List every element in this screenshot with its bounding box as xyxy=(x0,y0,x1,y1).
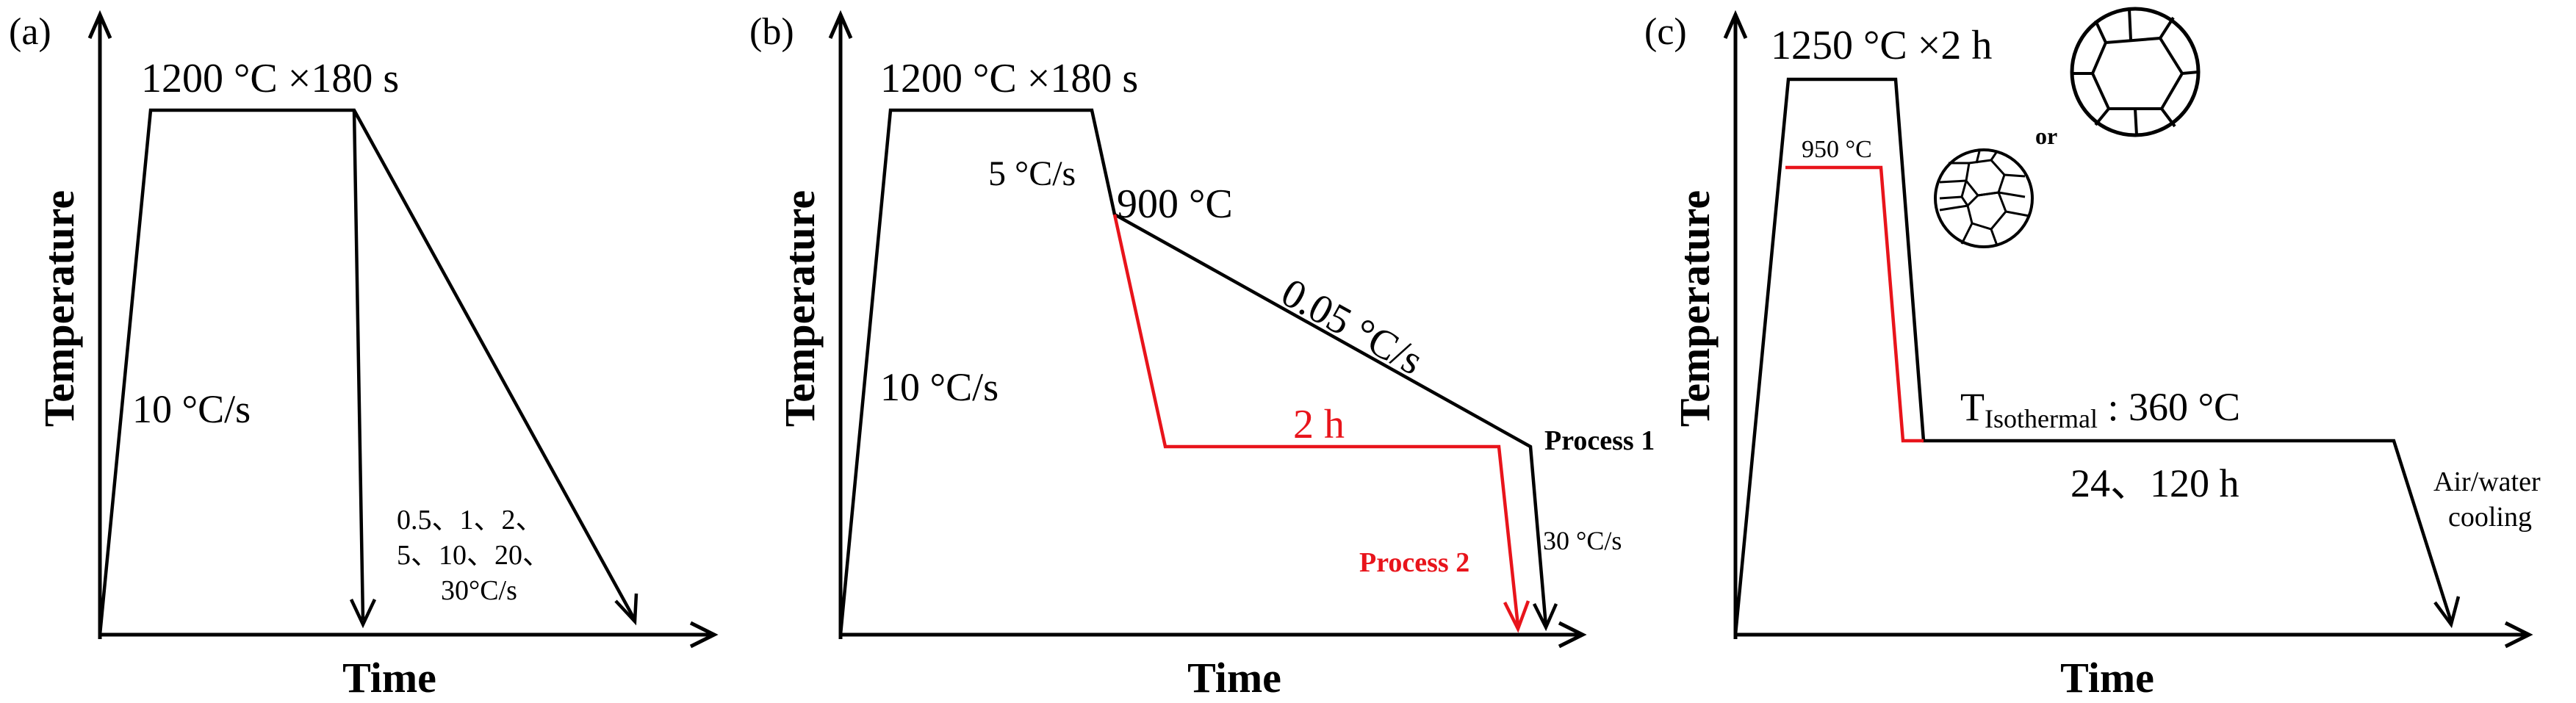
panel-b-process-1-profile xyxy=(838,108,1548,635)
panel-a-slow-cool-arrowhead xyxy=(614,593,638,626)
panel-c-isothermal-t: T xyxy=(1960,385,1985,429)
panel-c-isothermal-sub: Isothermal xyxy=(1985,404,2098,433)
panel-c-cooling-arrowhead xyxy=(2433,596,2461,629)
panel-b-slow-cool-rate: 0.05 °C/s xyxy=(1274,270,1431,384)
panel-b-hold-2h: 2 h xyxy=(1293,402,1345,447)
panel-c-axes xyxy=(1723,10,2533,649)
panel-b-process-2-label: Process 2 xyxy=(1359,547,1469,578)
panel-a-rates-line-2: 5、10、20、 xyxy=(397,540,550,571)
panel-c: (c) Temperature Time 1250 °C ×2 h 950 °C… xyxy=(1644,7,2541,702)
panel-b-label: (b) xyxy=(749,11,794,53)
panel-b-cool-rate: 5 °C/s xyxy=(988,154,1076,193)
panel-b-process-2-profile xyxy=(1112,214,1520,627)
panel-c-label: (c) xyxy=(1644,11,1687,53)
panel-c-y-axis-label: Temperature xyxy=(1671,190,1719,427)
panel-b-hold-label: 1200 °C ×180 s xyxy=(880,56,1138,101)
panel-a-heat-rate: 10 °C/s xyxy=(132,387,251,431)
panel-b-process-2-arrowhead xyxy=(1503,600,1530,633)
panel-a: (a) Temperature Time 1200 °C ×180 s 10 °… xyxy=(9,10,719,702)
panel-c-isothermal-label: TIsothermal : 360 °C xyxy=(1960,385,2240,433)
panel-c-durations: 24、120 h xyxy=(2070,461,2239,505)
fine-grain-structure-icon xyxy=(1934,148,2034,248)
panel-b-heat-rate: 10 °C/s xyxy=(880,365,999,409)
panel-a-rates-line-3: 30°C/s xyxy=(441,575,517,606)
panel-b-quench-rate: 30 °C/s xyxy=(1543,526,1622,555)
panel-b-process-1-label: Process 1 xyxy=(1544,425,1655,456)
panel-a-label: (a) xyxy=(9,11,51,53)
panel-c-temp-950: 950 °C xyxy=(1802,136,1872,163)
panel-c-cooling-line-1: Air/water xyxy=(2433,466,2541,497)
panel-a-axes xyxy=(87,10,719,649)
panel-a-thermal-profile xyxy=(98,108,636,635)
panel-b-y-axis-label: Temperature xyxy=(776,190,824,427)
panel-a-cooling-arrow xyxy=(349,109,377,629)
panel-b-temp-900: 900 °C xyxy=(1117,181,1233,227)
coarse-grain-structure-icon xyxy=(2070,7,2201,137)
panel-a-hold-label: 1200 °C ×180 s xyxy=(141,56,399,101)
panel-b: (b) Temperature Time 1200 °C ×180 s 5 °C… xyxy=(749,10,1655,702)
panel-b-axes xyxy=(828,10,1587,649)
panel-c-cooling-line-2: cooling xyxy=(2448,502,2532,533)
panel-c-or-label: or xyxy=(2035,123,2057,149)
panel-c-x-axis-label: Time xyxy=(2060,654,2154,702)
panel-c-isothermal-value: : 360 °C xyxy=(2098,385,2240,429)
panel-b-process-1-arrowhead xyxy=(1532,602,1558,632)
panel-a-x-axis-label: Time xyxy=(342,654,436,702)
panel-c-950-profile xyxy=(1785,165,1924,443)
panel-a-rates-line-1: 0.5、1、2、 xyxy=(397,505,544,536)
panel-b-x-axis-label: Time xyxy=(1187,654,1281,702)
panel-c-austenitize-profile xyxy=(1733,77,2453,635)
panel-a-y-axis-label: Temperature xyxy=(35,190,83,427)
panel-c-hold-label: 1250 °C ×2 h xyxy=(1771,23,1992,68)
